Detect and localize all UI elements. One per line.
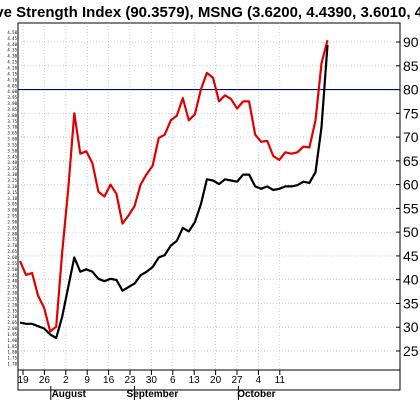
left-tick-label: 2.55 <box>7 261 17 266</box>
x-tick-label: 30 <box>146 375 158 386</box>
left-tick-label: 3.35 <box>7 166 17 171</box>
left-tick-label: 3.05 <box>7 202 17 207</box>
x-tick-label: 4 <box>256 375 262 386</box>
right-tick-label: 90 <box>403 34 419 50</box>
left-tick-label: 2.30 <box>7 291 17 296</box>
left-tick-label: 4.35 <box>7 48 17 53</box>
left-tick-label: 4.30 <box>7 54 17 59</box>
right-tick-label: 50 <box>403 224 419 240</box>
left-tick-label: 2.25 <box>7 296 17 301</box>
plot-frame <box>17 22 401 371</box>
left-tick-label: 1.85 <box>7 344 17 349</box>
left-tick-label: 3.85 <box>7 107 17 112</box>
left-tick-label: 1.90 <box>7 338 17 343</box>
left-tick-label: 2.70 <box>7 243 17 248</box>
left-tick-label: 2.40 <box>7 279 17 284</box>
left-tick-label: 1.80 <box>7 350 17 355</box>
left-tick-label: 3.10 <box>7 196 17 201</box>
month-labels: August September October <box>50 386 276 400</box>
left-tick-label: 2.20 <box>7 302 17 307</box>
month-label: October <box>237 389 275 400</box>
left-tick-label: 3.80 <box>7 113 17 118</box>
left-tick-label: 3.45 <box>7 154 17 159</box>
left-tick-label: 2.60 <box>7 255 17 260</box>
left-tick-label: 3.75 <box>7 119 17 124</box>
chart-title: Relative Strength Index (90.3579), MSNG … <box>0 4 420 21</box>
left-tick-label: 3.30 <box>7 172 17 177</box>
left-tick-label: 3.00 <box>7 208 17 213</box>
left-tick-label: 4.25 <box>7 60 17 65</box>
left-tick-label: 3.70 <box>7 125 17 130</box>
price-series-line <box>19 44 329 340</box>
x-tick-label: 9 <box>84 375 90 386</box>
x-axis-band <box>17 369 401 391</box>
left-tick-label: 3.95 <box>7 95 17 100</box>
x-tick-label: 20 <box>210 375 222 386</box>
left-tick-label: 2.00 <box>7 326 17 331</box>
right-tick-label: 75 <box>403 105 419 121</box>
x-tick-label: 6 <box>170 375 176 386</box>
left-tick-label: 3.40 <box>7 160 17 165</box>
x-axis: 19 26 2 9 16 23 30 6 13 20 27 4 11 <box>17 370 285 386</box>
x-tick-label: 16 <box>103 375 115 386</box>
left-axis: 1.701.751.801.851.901.952.002.052.102.15… <box>7 30 17 367</box>
month-label: September <box>127 389 179 400</box>
month-label: August <box>52 389 87 400</box>
left-tick-label: 2.10 <box>7 314 17 319</box>
right-axis: 25 30 35 40 45 50 55 60 65 70 75 80 85 90 <box>396 34 419 359</box>
left-tick-label: 3.55 <box>7 142 17 147</box>
left-tick-label: 2.95 <box>7 214 17 219</box>
right-tick-label: 25 <box>403 343 419 359</box>
left-tick-label: 1.95 <box>7 332 17 337</box>
left-tick-label: 4.05 <box>7 83 17 88</box>
left-tick-label: 2.45 <box>7 273 17 278</box>
x-tick-label: 19 <box>17 375 29 386</box>
left-tick-label: 4.10 <box>7 77 17 82</box>
left-tick-label: 3.25 <box>7 178 17 183</box>
right-tick-label: 70 <box>403 129 419 145</box>
right-tick-label: 45 <box>403 248 419 264</box>
left-tick-label: 2.15 <box>7 308 17 313</box>
right-tick-label: 60 <box>403 177 419 193</box>
left-tick-label: 4.15 <box>7 71 17 76</box>
right-tick-label: 55 <box>403 200 419 216</box>
left-tick-label: 3.90 <box>7 101 17 106</box>
series-layer <box>18 39 329 340</box>
left-tick-label: 1.75 <box>7 356 17 361</box>
left-tick-label: 2.85 <box>7 225 17 230</box>
left-tick-label: 4.20 <box>7 66 17 71</box>
left-tick-label: 3.20 <box>7 184 17 189</box>
left-tick-label: 2.80 <box>7 231 17 236</box>
right-tick-label: 85 <box>403 58 419 74</box>
right-tick-label: 80 <box>403 82 419 98</box>
left-tick-label: 3.15 <box>7 190 17 195</box>
left-tick-label: 1.70 <box>7 362 17 367</box>
left-tick-label: 2.65 <box>7 249 17 254</box>
x-tick-label: 13 <box>189 375 201 386</box>
left-tick-label: 4.45 <box>7 36 17 41</box>
left-tick-label: 2.35 <box>7 285 17 290</box>
right-tick-label: 40 <box>403 272 419 288</box>
left-tick-label: 4.00 <box>7 89 17 94</box>
x-tick-label: 11 <box>275 375 286 386</box>
left-tick-label: 2.05 <box>7 320 17 325</box>
left-tick-label: 2.50 <box>7 267 17 272</box>
left-tick-label: 3.65 <box>7 131 17 136</box>
right-tick-label: 30 <box>403 319 419 335</box>
right-tick-label: 65 <box>403 153 419 169</box>
rsi-series-line <box>18 39 329 333</box>
left-tick-label: 3.50 <box>7 148 17 153</box>
x-tick-label: 2 <box>63 375 69 386</box>
grid <box>18 23 400 370</box>
left-tick-label: 2.90 <box>7 219 17 224</box>
left-tick-label: 4.40 <box>7 42 17 47</box>
x-tick-label: 27 <box>231 375 243 386</box>
left-tick-label: 3.60 <box>7 137 17 142</box>
x-tick-label: 23 <box>124 375 136 386</box>
right-tick-label: 35 <box>403 295 419 311</box>
x-tick-label: 26 <box>39 375 51 386</box>
left-tick-label: 4.50 <box>7 30 17 35</box>
left-tick-label: 2.75 <box>7 237 17 242</box>
